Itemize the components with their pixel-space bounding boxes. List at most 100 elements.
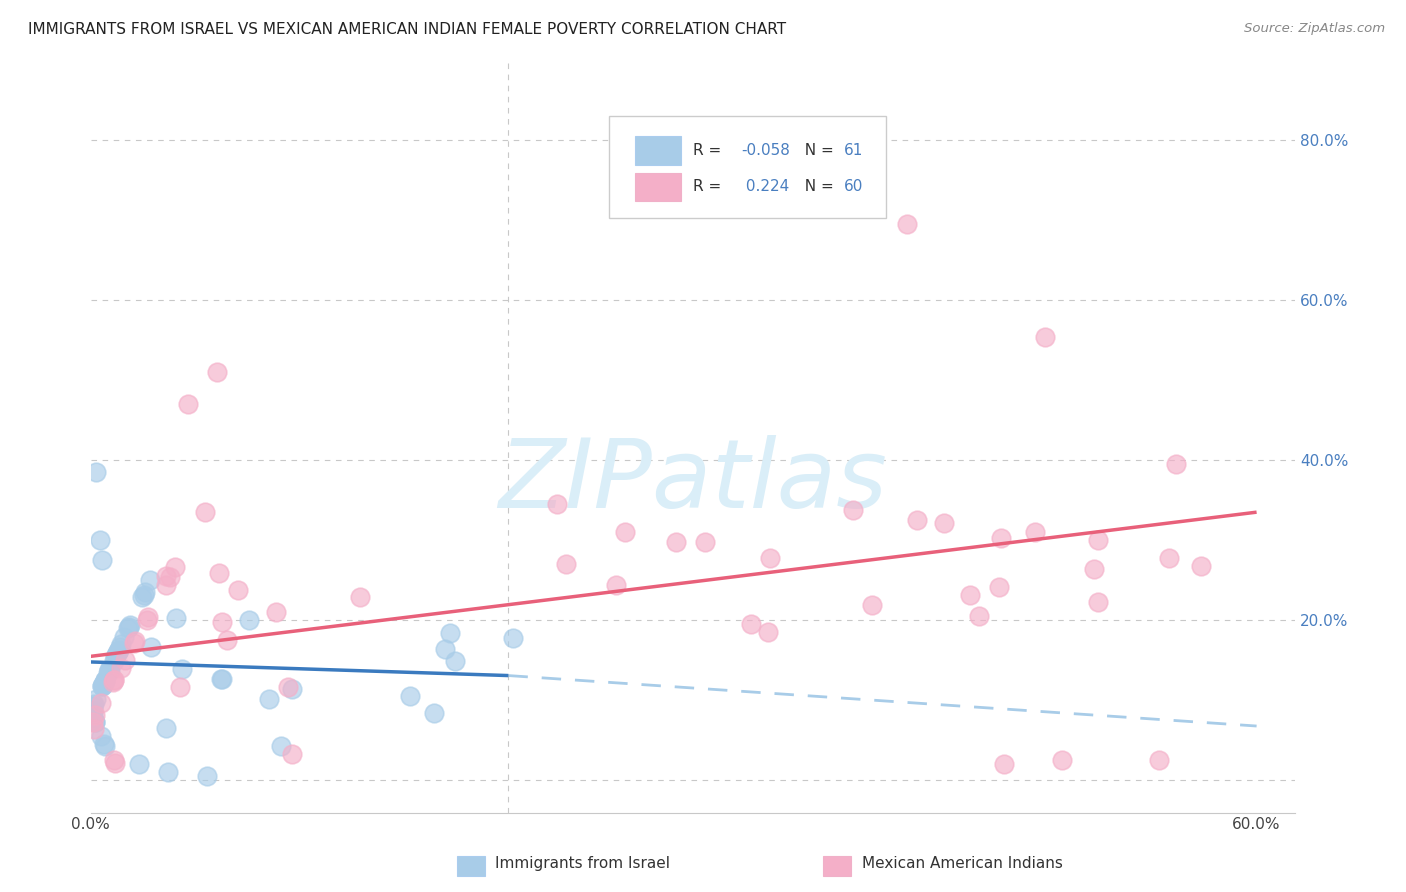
Point — [105, 646, 128, 660]
Point — [82, 698, 104, 713]
Point — [238, 613, 260, 627]
Point — [91, 553, 114, 567]
Point — [257, 692, 280, 706]
Point — [758, 550, 780, 565]
Point — [94, 673, 117, 688]
Point — [969, 608, 991, 623]
Point — [932, 516, 955, 530]
Point — [98, 664, 121, 678]
Point — [860, 598, 883, 612]
Point — [97, 665, 120, 680]
Point — [993, 757, 1015, 772]
Text: 60: 60 — [844, 179, 863, 194]
Point — [444, 655, 467, 669]
Point — [104, 756, 127, 770]
Point — [84, 692, 107, 706]
Point — [281, 747, 304, 761]
Point — [155, 578, 177, 592]
Point — [194, 505, 217, 519]
Point — [170, 662, 193, 676]
Point — [165, 611, 187, 625]
Point — [135, 613, 157, 627]
Point — [208, 566, 231, 581]
Point — [82, 714, 104, 729]
Point — [277, 680, 299, 694]
Point — [82, 703, 104, 717]
Point — [103, 753, 125, 767]
Point — [695, 535, 717, 549]
Point — [83, 714, 105, 729]
Point — [114, 630, 136, 644]
Point — [1087, 533, 1109, 547]
Point — [905, 513, 928, 527]
Point — [195, 770, 218, 784]
Point — [82, 706, 104, 720]
Point — [756, 624, 779, 639]
Point — [1149, 754, 1171, 768]
Text: ZIPatlas: ZIPatlas — [499, 434, 887, 528]
Point — [842, 502, 865, 516]
Point — [281, 682, 304, 697]
Point — [439, 626, 461, 640]
Point — [1164, 457, 1187, 471]
Point — [84, 707, 107, 722]
Point — [423, 706, 446, 720]
Point — [139, 574, 162, 588]
Point — [105, 648, 128, 663]
Point — [86, 465, 108, 479]
Point — [89, 533, 111, 548]
Point — [990, 531, 1012, 545]
Point — [94, 673, 117, 688]
Point — [84, 715, 107, 730]
Point — [107, 645, 129, 659]
Point — [546, 497, 568, 511]
Point — [90, 729, 112, 743]
Point — [110, 637, 132, 651]
Point — [110, 660, 132, 674]
Text: Mexican American Indians: Mexican American Indians — [862, 856, 1063, 871]
Point — [1052, 754, 1074, 768]
Point — [502, 632, 524, 646]
Point — [434, 642, 457, 657]
Point — [1087, 595, 1109, 609]
Point — [118, 620, 141, 634]
Bar — [636, 136, 681, 165]
Point — [122, 636, 145, 650]
Point — [159, 570, 181, 584]
Point — [131, 590, 153, 604]
Point — [605, 578, 627, 592]
Point — [104, 650, 127, 665]
Point — [93, 737, 115, 751]
Point — [93, 677, 115, 691]
Point — [896, 217, 918, 231]
Text: N =: N = — [796, 144, 839, 158]
Point — [1157, 550, 1180, 565]
Point — [118, 617, 141, 632]
Point — [128, 757, 150, 772]
Text: Immigrants from Israel: Immigrants from Israel — [495, 856, 669, 871]
Point — [83, 697, 105, 711]
Point — [959, 588, 981, 602]
Point — [98, 663, 121, 677]
Point — [211, 672, 233, 686]
Bar — [636, 172, 681, 202]
Point — [132, 588, 155, 602]
Point — [108, 640, 131, 654]
Point — [155, 721, 177, 735]
Point — [226, 583, 249, 598]
Point — [117, 622, 139, 636]
Point — [107, 643, 129, 657]
Point — [94, 673, 117, 688]
Point — [157, 765, 180, 780]
Point — [91, 677, 114, 691]
Text: R =: R = — [693, 144, 725, 158]
Point — [91, 679, 114, 693]
Text: 0.224: 0.224 — [741, 179, 790, 194]
Point — [988, 580, 1011, 594]
Point — [399, 689, 422, 703]
Point — [270, 739, 292, 753]
Point — [82, 711, 104, 725]
Point — [103, 673, 125, 687]
FancyBboxPatch shape — [609, 116, 886, 218]
Text: 61: 61 — [844, 144, 863, 158]
